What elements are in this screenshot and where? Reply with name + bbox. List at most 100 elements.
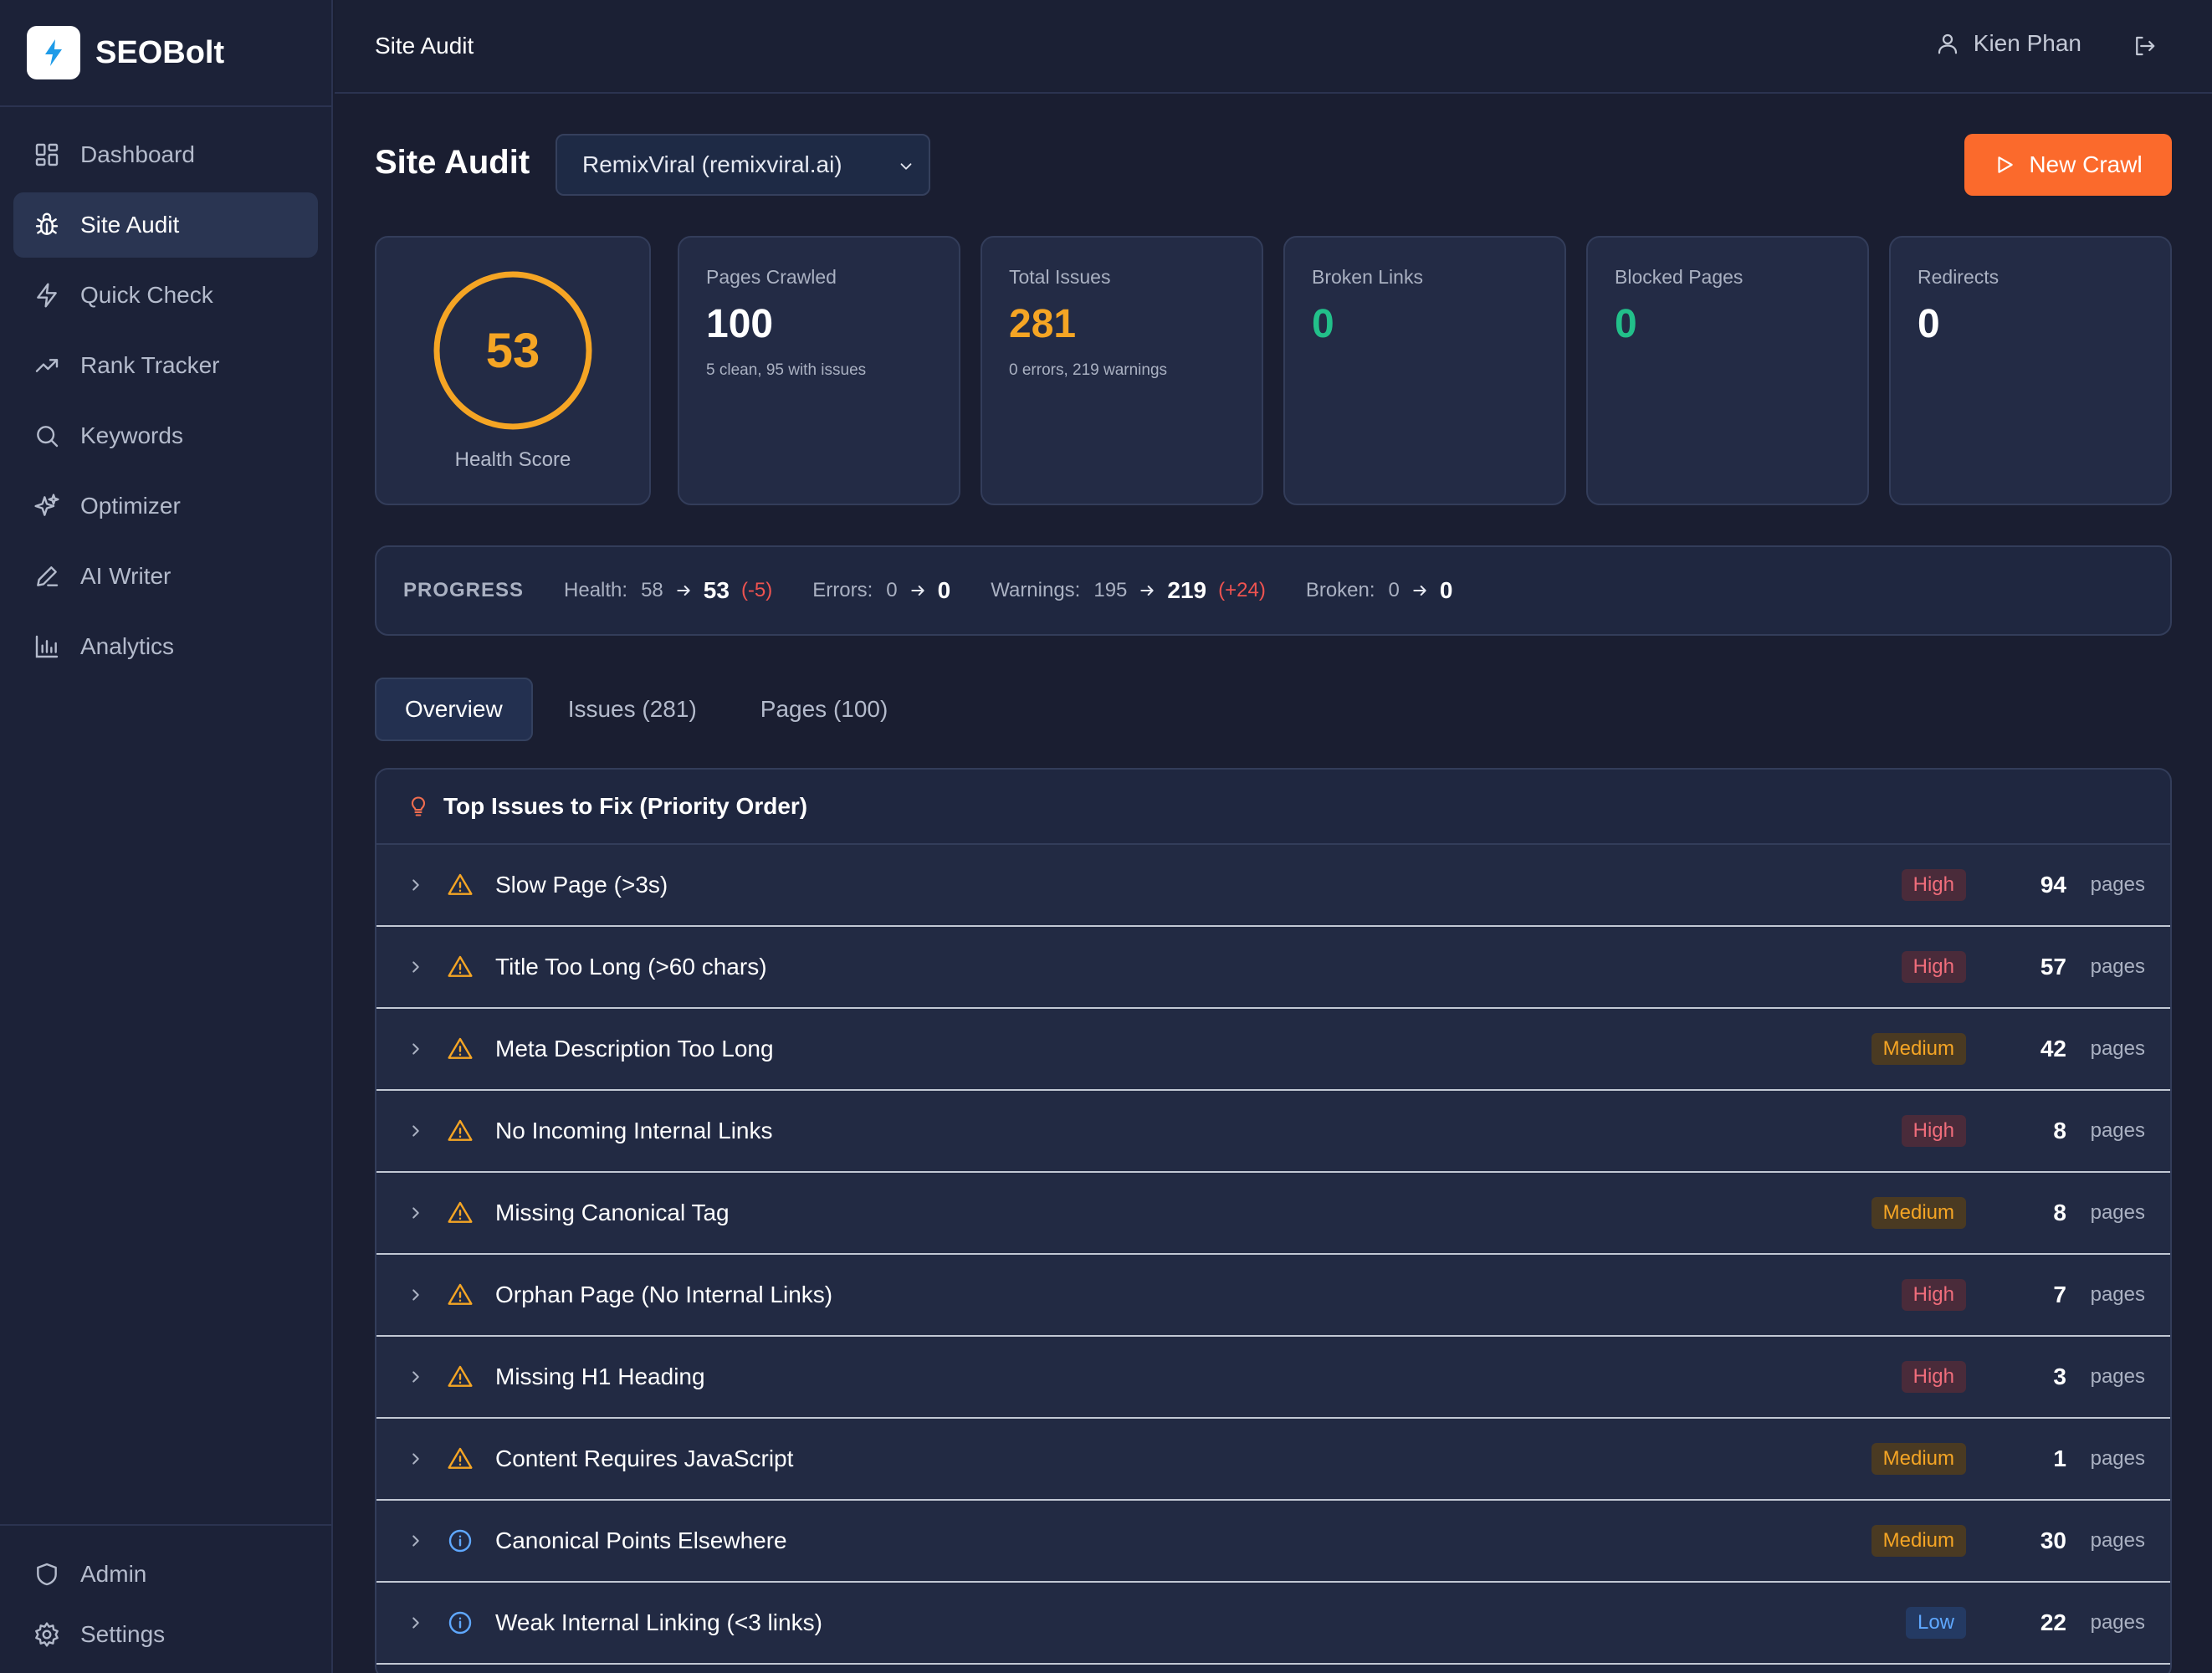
chevron-right-icon[interactable]	[407, 1614, 425, 1632]
sidebar-item-site-audit[interactable]: Site Audit	[13, 192, 318, 258]
issue-name: Weak Internal Linking (<3 links)	[495, 1609, 822, 1635]
tab-overview[interactable]: Overview	[375, 678, 533, 741]
progress-health: Health: 58 53 (-5)	[564, 577, 772, 604]
issue-row[interactable]: Missing H1 Heading High 3 pages	[376, 1337, 2170, 1419]
stats-cards: 53 Health Score Pages Crawled 100 5 clea…	[375, 236, 2172, 505]
page-header: Site Audit RemixViral (remixviral.ai) Ne…	[375, 94, 2172, 236]
progress-new: 53	[703, 577, 730, 603]
issue-name: Canonical Points Elsewhere	[495, 1527, 787, 1553]
issue-row[interactable]: Weak Internal Linking (<3 links) Low 22 pag…	[376, 1583, 2170, 1665]
warning-icon	[447, 1282, 474, 1308]
issue-list: Slow Page (>3s) High 94 pages Title Too Long…	[376, 845, 2170, 1665]
stat-value: 281	[1009, 302, 1077, 346]
chevron-right-icon[interactable]	[407, 876, 425, 894]
sidebar-item-rank-tracker[interactable]: Rank Tracker	[13, 333, 318, 398]
progress-label: Broken:	[1305, 579, 1375, 601]
issue-row[interactable]: Orphan Page (No Internal Links) High 7 page…	[376, 1255, 2170, 1337]
warning-icon	[447, 1200, 474, 1226]
sidebar-item-keywords[interactable]: Keywords	[13, 403, 318, 468]
sidebar-item-label: Rank Tracker	[80, 352, 220, 378]
issue-row[interactable]: No Incoming Internal Links High 8 pages	[376, 1091, 2170, 1173]
sidebar-item-label: Settings	[80, 1621, 166, 1647]
stat-label: Blocked Pages	[1615, 266, 1743, 288]
progress-old: 0	[1388, 579, 1400, 601]
site-select-value: RemixViral (remixviral.ai)	[582, 151, 842, 177]
health-score-card: 53 Health Score	[375, 236, 651, 505]
issue-row[interactable]: Canonical Points Elsewhere Medium 30 pages	[376, 1501, 2170, 1583]
pages-crawled-card: Pages Crawled 100 5 clean, 95 with issue…	[678, 236, 960, 505]
info-icon	[447, 1609, 474, 1636]
sidebar-bottom: Admin Settings	[0, 1524, 331, 1665]
sidebar-nav: Dashboard Site Audit Quick Check Rank Tr…	[0, 107, 331, 679]
sidebar-item-label: Keywords	[80, 422, 183, 448]
issue-name: No Incoming Internal Links	[495, 1118, 773, 1143]
issue-count: 8	[2053, 1118, 2066, 1143]
stat-sub: 5 clean, 95 with issues	[706, 361, 867, 379]
user-menu[interactable]: Kien Phan	[1935, 30, 2081, 57]
progress-label: Health:	[564, 579, 628, 601]
issue-count: 3	[2053, 1363, 2066, 1389]
user-icon	[1935, 31, 1974, 56]
arrow-right-icon	[675, 582, 692, 599]
issue-count: 30	[2040, 1527, 2066, 1553]
warning-icon	[447, 954, 474, 980]
issue-row[interactable]: Title Too Long (>60 chars) High 57 pages	[376, 927, 2170, 1009]
progress-delta: (+24)	[1218, 579, 1266, 601]
chevron-right-icon[interactable]	[407, 1122, 425, 1140]
sidebar-item-label: Optimizer	[80, 493, 181, 519]
chevron-right-icon[interactable]	[407, 1368, 425, 1386]
tab-issues[interactable]: Issues (281)	[567, 696, 697, 722]
progress-old: 58	[641, 579, 663, 601]
issue-row[interactable]: Content Requires JavaScript Medium 1 pages	[376, 1419, 2170, 1501]
page-title: Site Audit	[375, 144, 530, 181]
issue-row[interactable]: Meta Description Too Long Medium 42 pages	[376, 1009, 2170, 1091]
top-issues-panel: Top Issues to Fix (Priority Order) Slow …	[375, 768, 2172, 1673]
brand-name: SEOBolt	[95, 34, 225, 70]
severity-badge: High	[1901, 869, 1966, 901]
new-crawl-button[interactable]: New Crawl	[1964, 134, 2172, 196]
chevron-right-icon[interactable]	[407, 958, 425, 976]
sidebar-item-optimizer[interactable]: Optimizer	[13, 473, 318, 539]
issue-name: Missing Canonical Tag	[495, 1200, 730, 1225]
sidebar-item-admin[interactable]: Admin	[13, 1544, 318, 1604]
issue-unit: pages	[2090, 1201, 2145, 1224]
sidebar-item-label: Admin	[80, 1561, 147, 1587]
search-icon	[33, 422, 60, 449]
chevron-right-icon[interactable]	[407, 1040, 425, 1058]
issue-row[interactable]: Slow Page (>3s) High 94 pages	[376, 845, 2170, 927]
issue-name: Content Requires JavaScript	[495, 1445, 794, 1471]
sidebar-item-settings[interactable]: Settings	[13, 1604, 318, 1665]
logout-icon[interactable]	[2132, 33, 2157, 59]
stat-value: 0	[1918, 302, 1940, 346]
sidebar-item-label: Analytics	[80, 633, 175, 659]
sidebar-item-quick-check[interactable]: Quick Check	[13, 263, 318, 328]
chevron-right-icon[interactable]	[407, 1450, 425, 1468]
tab-pages[interactable]: Pages (100)	[760, 696, 888, 722]
sidebar-item-analytics[interactable]: Analytics	[13, 614, 318, 679]
progress-delta: (-5)	[740, 579, 773, 601]
stat-label: Total Issues	[1009, 266, 1111, 288]
tabs: Overview Issues (281) Pages (100)	[375, 678, 923, 741]
new-crawl-label: New Crawl	[2029, 151, 2143, 177]
sidebar-item-label: Site Audit	[80, 212, 180, 238]
issue-unit: pages	[2090, 1365, 2145, 1388]
progress-new: 219	[1167, 577, 1207, 603]
severity-badge: Medium	[1871, 1033, 1966, 1065]
top-issues-title: Top Issues to Fix (Priority Order)	[443, 793, 808, 819]
issue-row[interactable]: Missing Canonical Tag Medium 8 pages	[376, 1173, 2170, 1255]
chevron-right-icon[interactable]	[407, 1286, 425, 1304]
issue-unit: pages	[2090, 1529, 2145, 1552]
sidebar-item-ai-writer[interactable]: AI Writer	[13, 544, 318, 609]
gear-icon	[33, 1621, 60, 1648]
brand[interactable]: SEOBolt	[0, 0, 331, 107]
issue-name: Orphan Page (No Internal Links)	[495, 1282, 833, 1307]
site-select[interactable]: RemixViral (remixviral.ai)	[556, 134, 930, 196]
chevron-right-icon[interactable]	[407, 1532, 425, 1550]
issue-name: Meta Description Too Long	[495, 1036, 774, 1062]
warning-icon	[447, 1118, 474, 1144]
progress-old: 195	[1093, 579, 1128, 601]
sidebar-item-dashboard[interactable]: Dashboard	[13, 122, 318, 187]
chevron-right-icon[interactable]	[407, 1204, 425, 1222]
total-issues-card: Total Issues 281 0 errors, 219 warnings	[981, 236, 1263, 505]
stat-sub: 0 errors, 219 warnings	[1009, 361, 1168, 379]
